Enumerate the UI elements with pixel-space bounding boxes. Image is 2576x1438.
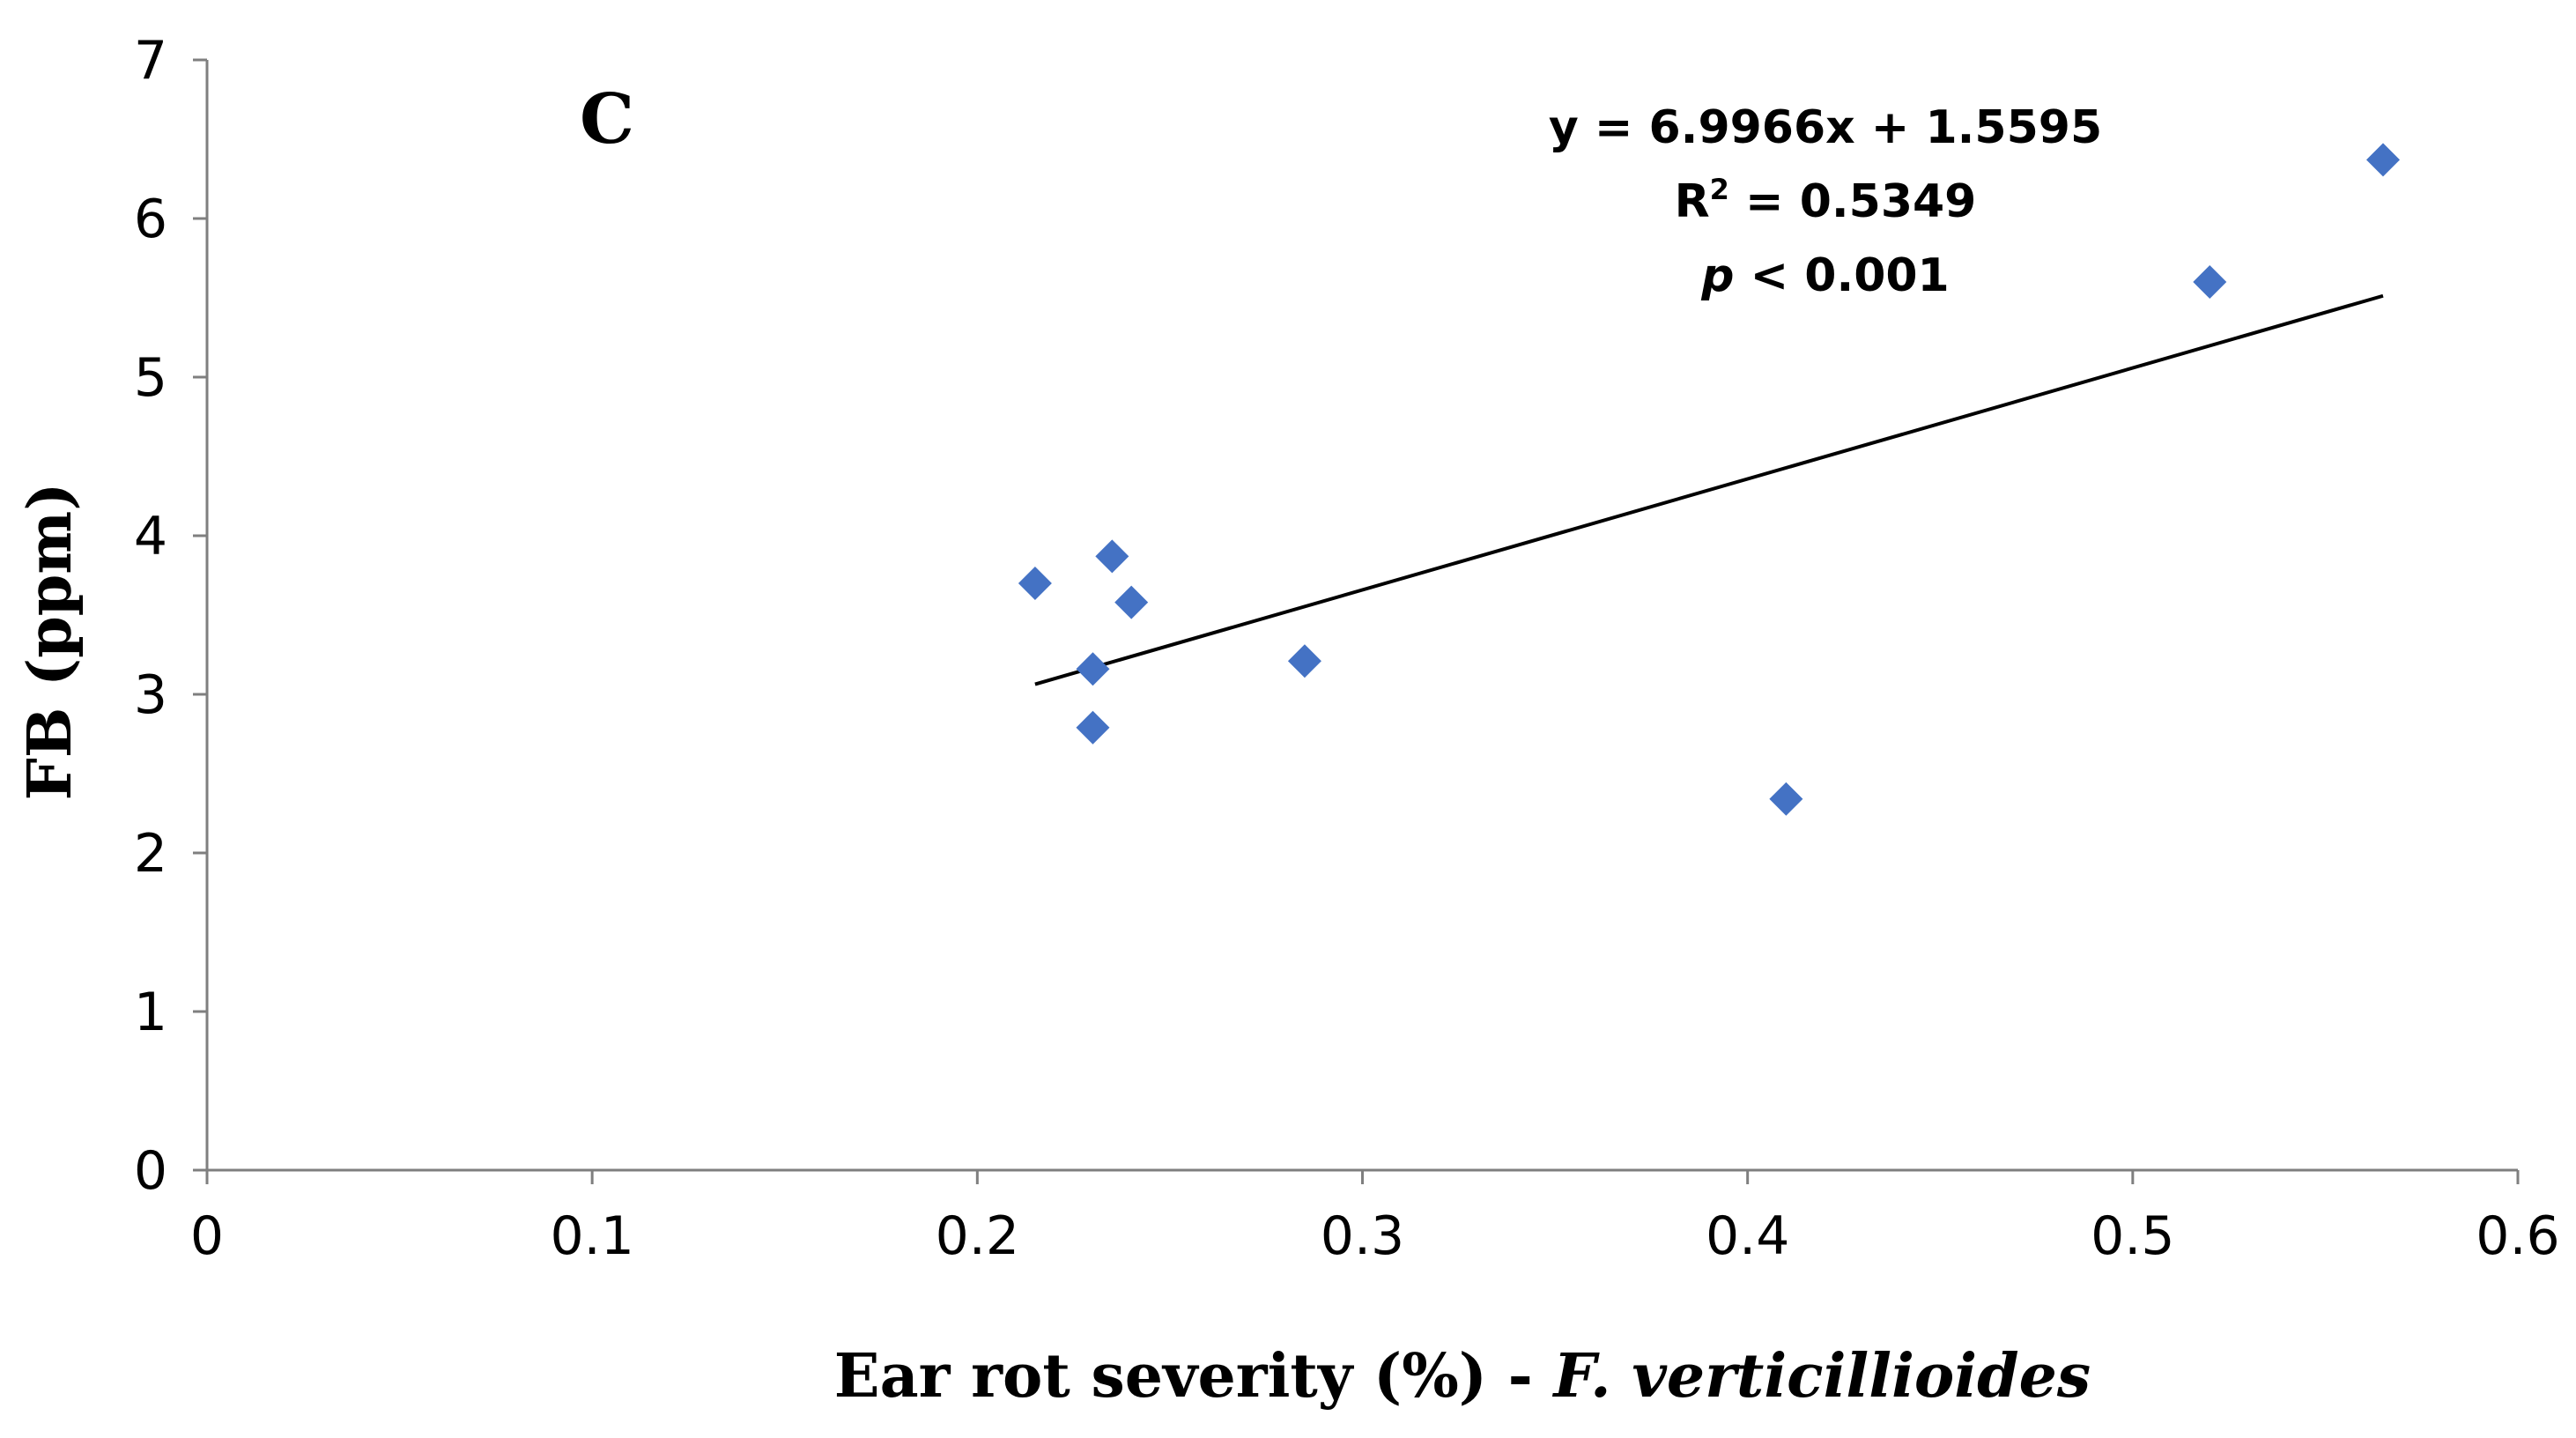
trendline bbox=[1034, 293, 2384, 686]
data-point bbox=[1769, 782, 1803, 816]
data-point bbox=[1095, 539, 1129, 574]
data-points bbox=[1018, 143, 2400, 816]
y-tick-label: 1 bbox=[134, 982, 167, 1043]
r-squared-label: R2 = 0.5349 bbox=[1675, 173, 1977, 228]
x-tick-label: 0.4 bbox=[1706, 1205, 1789, 1267]
x-tick-label: 0 bbox=[190, 1205, 224, 1267]
r-squared-superscript: 2 bbox=[1710, 173, 1729, 206]
r-squared-value: = 0.5349 bbox=[1729, 175, 1976, 228]
y-tick-label: 3 bbox=[134, 664, 167, 726]
x-tick-label: 0.3 bbox=[1321, 1205, 1404, 1267]
x-tick-label: 0.1 bbox=[550, 1205, 633, 1267]
p-value-label: p < 0.001 bbox=[1700, 249, 1950, 302]
y-tick-label: 4 bbox=[134, 506, 167, 567]
data-point bbox=[1287, 644, 1321, 678]
x-tick-label: 0.5 bbox=[2091, 1205, 2174, 1267]
x-tick-label: 0.2 bbox=[936, 1205, 1019, 1267]
data-point bbox=[1018, 567, 1052, 600]
x-tick-label: 0.6 bbox=[2476, 1205, 2559, 1267]
data-point bbox=[1076, 652, 1110, 686]
x-axis-title-main: Ear rot severity (%) - bbox=[834, 1341, 1554, 1412]
p-value: < 0.001 bbox=[1734, 249, 1949, 302]
panel-label: C bbox=[580, 79, 634, 159]
y-tick-label: 6 bbox=[134, 189, 167, 250]
y-tick-label: 2 bbox=[134, 823, 167, 885]
p-symbol: p bbox=[1700, 249, 1734, 302]
trendline-group bbox=[1034, 293, 2384, 686]
data-point bbox=[1114, 585, 1149, 619]
trendline-equation: y = 6.9966x + 1.5595 bbox=[1549, 101, 2102, 154]
x-axis-title: Ear rot severity (%) - F. verticillioide… bbox=[834, 1341, 2091, 1412]
y-tick-label: 5 bbox=[134, 347, 167, 409]
data-point bbox=[2365, 143, 2400, 177]
y-axis-title: FB (ppm) bbox=[15, 483, 85, 801]
y-tick-label: 7 bbox=[134, 30, 167, 92]
x-axis-title-species: F. verticillioides bbox=[1552, 1341, 2091, 1412]
data-point bbox=[2193, 265, 2227, 299]
r-squared-prefix: R bbox=[1675, 175, 1710, 228]
y-axis-ticks: 0 1 2 3 4 5 6 7 bbox=[134, 30, 207, 1202]
data-point bbox=[1076, 710, 1110, 745]
x-axis-ticks: 0 0.1 0.2 0.3 0.4 0.5 0.6 bbox=[190, 1170, 2560, 1267]
axes bbox=[205, 60, 2518, 1172]
y-tick-label: 0 bbox=[134, 1140, 167, 1202]
